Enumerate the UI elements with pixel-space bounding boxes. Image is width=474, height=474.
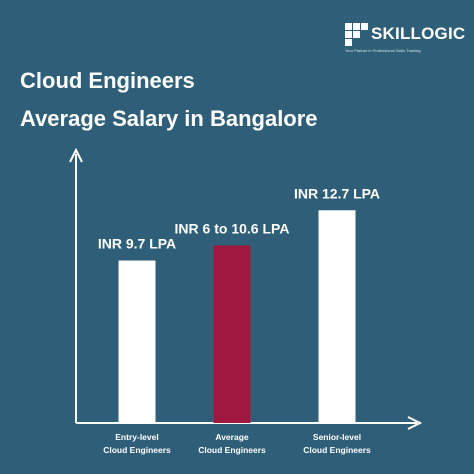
chart-title: Cloud Engineers Average Salary in Bangal…	[20, 62, 318, 138]
value-label-1: INR 6 to 10.6 LPA	[175, 220, 290, 236]
brand-name: SKILLOGIC	[371, 24, 466, 43]
bar-2	[318, 210, 356, 423]
skillogic-logo: SKILLOGIC Your Partner in Professional S…	[345, 22, 467, 58]
category-label-0-1: Cloud Engineers	[103, 445, 171, 455]
logo-grid-icon	[345, 23, 368, 46]
brand-tagline: Your Partner in Professional Skills Trai…	[345, 48, 421, 53]
x-axis-arrow-icon	[407, 416, 423, 430]
category-label-1-1: Cloud Engineers	[198, 445, 266, 455]
value-label-2: INR 12.7 LPA	[294, 185, 380, 201]
category-label-1-0: Average	[215, 432, 249, 442]
bar-0	[118, 260, 156, 423]
y-axis-arrow-icon	[69, 147, 83, 163]
value-label-0: INR 9.7 LPA	[98, 236, 176, 252]
chart-labels: INR 9.7 LPA Entry-level Cloud Engineers INR…	[98, 185, 380, 455]
category-label-2-0: Senior-level	[313, 432, 361, 442]
chart-bars	[118, 210, 356, 423]
title-line-2: Average Salary in Bangalore	[20, 106, 318, 131]
title-line-1: Cloud Engineers	[20, 68, 195, 93]
bar-1	[213, 245, 251, 423]
category-label-2-1: Cloud Engineers	[303, 445, 371, 455]
category-label-0-0: Entry-level	[115, 432, 158, 442]
